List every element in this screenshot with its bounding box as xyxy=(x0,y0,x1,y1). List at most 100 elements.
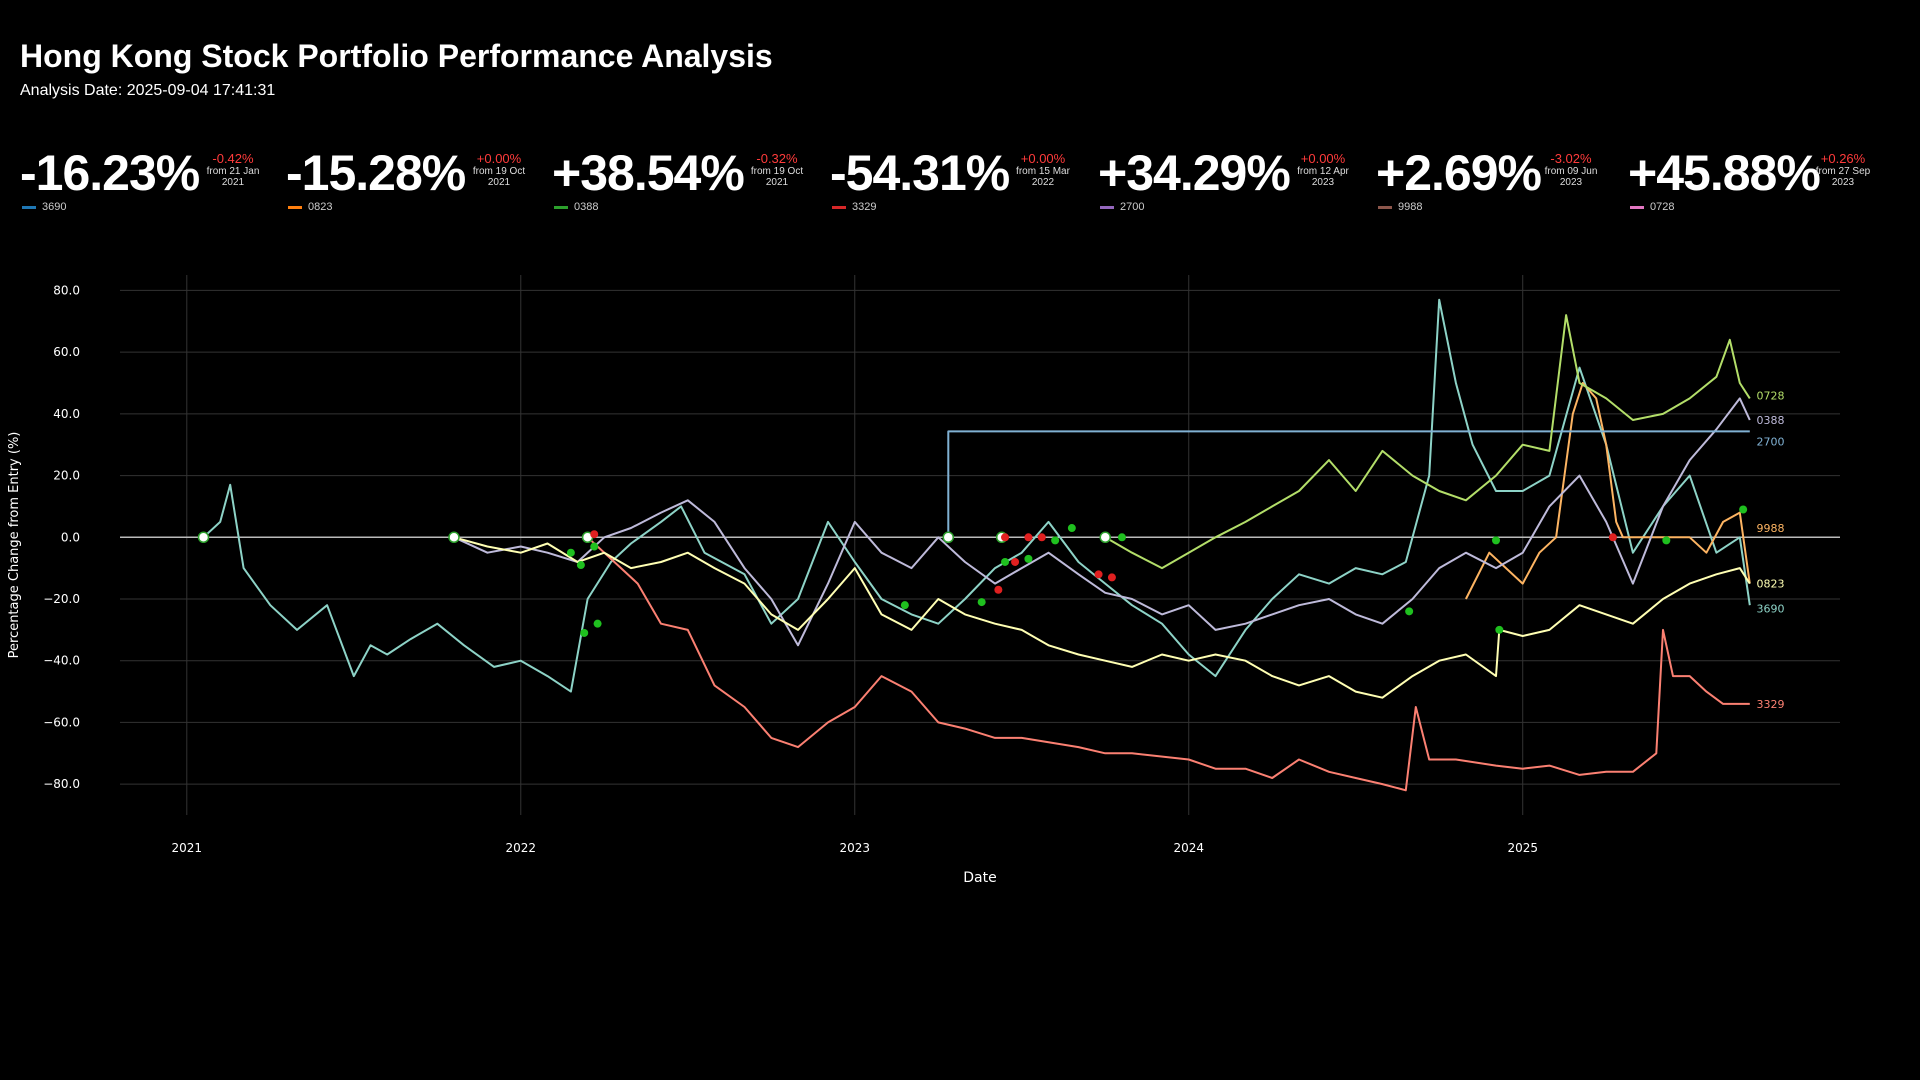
kpi-legend: 3690 xyxy=(22,201,66,213)
kpi-from-year: 2022 xyxy=(1031,177,1055,188)
buy-marker xyxy=(977,598,986,607)
series-line-0388 xyxy=(453,397,1751,647)
y-tick-label: 20.0 xyxy=(53,469,80,483)
kpi-from-year: 2021 xyxy=(487,177,511,188)
buy-marker xyxy=(593,619,602,628)
kpi-from-year: 2023 xyxy=(1831,177,1855,188)
series-line-3329 xyxy=(586,536,1750,792)
kpi-from-date: from 27 Sep xyxy=(1815,166,1871,177)
kpi-value: -15.28% xyxy=(286,145,466,201)
legend-swatch xyxy=(554,205,568,209)
end-labels: 0728 0388 2700 9988 0823 3690 3329 xyxy=(1757,389,1785,711)
series xyxy=(202,298,1751,792)
end-label-0388: 0388 xyxy=(1757,414,1785,427)
end-label-2700: 2700 xyxy=(1757,436,1785,449)
entry-marker xyxy=(448,531,460,544)
legend-swatch xyxy=(1100,205,1114,209)
kpi-delta: +0.00% xyxy=(1300,151,1346,166)
buy-marker xyxy=(580,628,589,637)
legend-swatch xyxy=(832,205,846,209)
buy-marker xyxy=(1492,536,1500,545)
buy-marker xyxy=(1051,536,1060,545)
legend-swatch xyxy=(22,205,36,209)
buy-marker xyxy=(1405,607,1414,616)
kpi-legend: 2700 xyxy=(1100,201,1144,213)
y-tick-label: −40.0 xyxy=(43,654,80,668)
sell-marker xyxy=(1024,533,1033,542)
sell-marker xyxy=(1094,570,1103,579)
sell-marker xyxy=(1107,573,1116,582)
kpi-code: 3690 xyxy=(42,201,67,213)
kpi-code: 3329 xyxy=(852,201,877,213)
kpi-code: 0823 xyxy=(308,201,333,213)
kpi-legend: 0728 xyxy=(1630,201,1674,213)
buy-marker xyxy=(1024,554,1033,563)
series-line-0728 xyxy=(1104,314,1751,570)
kpi-code: 2700 xyxy=(1120,201,1145,213)
y-tick-label: −80.0 xyxy=(43,777,80,791)
kpi-delta: +0.00% xyxy=(476,151,522,166)
y-tick-label: 60.0 xyxy=(53,345,80,359)
y-tick-label: −20.0 xyxy=(43,592,80,606)
kpi-from-year: 2023 xyxy=(1559,177,1583,188)
end-label-0728: 0728 xyxy=(1757,389,1785,402)
series-line-2700 xyxy=(947,430,1750,538)
entry-marker xyxy=(197,531,210,544)
sell-marker xyxy=(1001,533,1010,542)
series-line-3690 xyxy=(202,298,1751,693)
kpi-from-date: from 21 Jan xyxy=(206,166,260,177)
kpi-value: +2.69% xyxy=(1376,145,1542,201)
buy-marker xyxy=(1117,533,1126,542)
kpi-value: +45.88% xyxy=(1628,145,1821,201)
entry-marker xyxy=(942,531,955,544)
x-tick-label: 2022 xyxy=(506,841,537,855)
kpi-change-info: +0.26% from 27 Sep 2023 xyxy=(1808,151,1878,189)
kpi-code: 0388 xyxy=(574,201,599,213)
y-tick-label: 0.0 xyxy=(61,530,80,544)
page-title: Hong Kong Stock Portfolio Performance An… xyxy=(20,38,773,74)
sell-marker xyxy=(994,585,1003,594)
buy-marker xyxy=(566,548,575,557)
markers xyxy=(197,505,1748,637)
sell-marker xyxy=(1011,557,1020,566)
end-label-3690: 3690 xyxy=(1757,602,1785,615)
analysis-date: Analysis Date: 2025-09-04 17:41:31 xyxy=(20,82,276,99)
buy-marker xyxy=(1001,557,1010,566)
buy-marker xyxy=(1495,625,1504,634)
kpi-change-info: +0.00% from 15 Mar 2022 xyxy=(1008,151,1078,189)
x-axis-title: Date xyxy=(963,870,996,886)
kpi-from-year: 2023 xyxy=(1311,177,1335,188)
y-axis-title: Percentage Change from Entry (%) xyxy=(7,432,22,659)
end-label-9988: 9988 xyxy=(1757,522,1785,535)
legend-swatch xyxy=(288,205,302,209)
kpi-change-info: -0.42% from 21 Jan 2021 xyxy=(198,152,268,189)
kpi-delta: +0.00% xyxy=(1020,151,1066,166)
entry-marker xyxy=(1099,531,1111,544)
buy-marker xyxy=(576,561,585,570)
sell-marker xyxy=(1037,533,1046,542)
kpi-legend: 3329 xyxy=(832,201,876,213)
buy-marker xyxy=(1067,524,1076,533)
x-tick-label: 2025 xyxy=(1507,841,1538,855)
kpi-from-date: from 09 Jun xyxy=(1544,166,1598,177)
legend-swatch xyxy=(1630,205,1644,209)
kpi-value: -54.31% xyxy=(830,145,1010,201)
series-line-9988 xyxy=(453,536,1751,699)
kpi-delta: -0.32% xyxy=(756,151,798,166)
legend-swatch xyxy=(1378,205,1392,209)
buy-marker xyxy=(900,601,909,610)
sell-marker xyxy=(1608,533,1617,542)
kpi-from-date: from 15 Mar xyxy=(1016,166,1070,177)
kpi-legend: 9988 xyxy=(1378,201,1422,213)
kpi-code: 9988 xyxy=(1398,201,1423,213)
kpi-delta: +0.26% xyxy=(1820,151,1866,166)
kpi-from-year: 2021 xyxy=(221,177,245,188)
y-tick-label: 40.0 xyxy=(53,407,80,421)
end-label-0823: 0823 xyxy=(1757,578,1785,591)
grid xyxy=(120,275,1840,815)
axes: 80.0 60.0 40.0 20.0 0.0 −20.0 −40.0 −60.0 −80.0 2… xyxy=(7,283,1538,886)
kpi-change-info: -3.02% from 09 Jun 2023 xyxy=(1536,152,1606,189)
series-line-0823 xyxy=(1465,382,1751,600)
kpi-from-date: from 19 Oct xyxy=(472,166,526,177)
kpi-from-date: from 19 Oct xyxy=(750,166,804,177)
